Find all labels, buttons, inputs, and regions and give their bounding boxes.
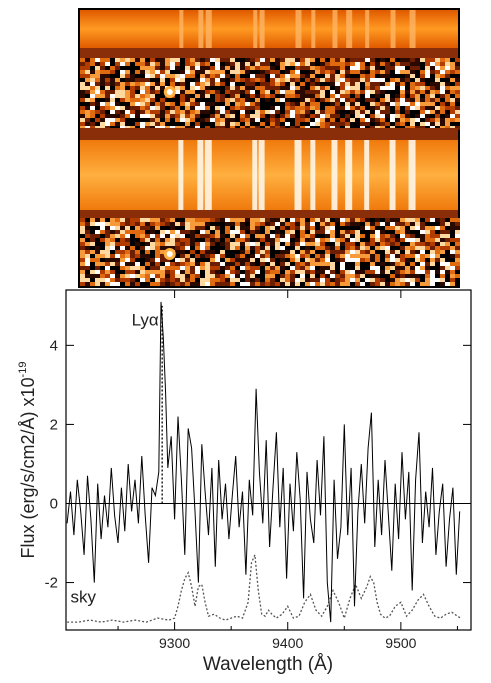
y-axis-label-exponent: -19 (17, 362, 29, 378)
spectra-image-panel (78, 8, 460, 288)
lya-source-core (166, 89, 173, 95)
sky-line-stripe (332, 10, 338, 48)
sky-spectrum-strip-top (80, 10, 458, 48)
sky-line-stripe (345, 140, 353, 210)
sky-line-stripe (295, 10, 302, 48)
sky-line-stripe (252, 140, 258, 210)
y-tick-label: 0 (50, 495, 58, 512)
sky-line-stripe (346, 10, 353, 48)
annotation-label: sky (71, 587, 97, 606)
flux-series-line (66, 301, 461, 623)
y-axis-label: Flux (erg/s/cm2/Å) x10-19 (17, 362, 38, 559)
sky-line-stripe (408, 140, 416, 210)
sky-line-stripe (310, 140, 316, 210)
x-tick-label: 9300 (159, 635, 190, 651)
sky-series-line (67, 554, 462, 623)
sky-line-stripe (178, 140, 184, 210)
x-tick-label: 9400 (272, 635, 303, 651)
spectrum-plot: 9300 9400 9500 -2 0 2 4 Lyα sky (45, 289, 472, 651)
sky-line-stripe (258, 140, 265, 210)
y-axis-label-main: Flux (erg/s/cm2/Å) x10 (18, 377, 38, 558)
y-tick-label: 2 (50, 416, 58, 433)
lya-source-core (166, 251, 173, 257)
sky-line-stripe (253, 10, 258, 48)
sky-line-stripe (364, 140, 370, 210)
plot-frame (65, 289, 472, 631)
sky-line-stripe (311, 10, 316, 48)
y-tick-label: 4 (50, 337, 58, 354)
noisy-strip-upper (80, 58, 460, 130)
sky-line-stripe (390, 10, 396, 48)
sky-spectrum-strip-bright (80, 140, 458, 210)
sky-line-stripe (389, 140, 396, 210)
sky-line-stripe (198, 10, 204, 48)
sky-line-stripe (179, 10, 184, 48)
sky-line-stripe (331, 140, 338, 210)
y-tick-label: -2 (45, 575, 58, 592)
sky-line-stripe (409, 10, 416, 48)
sky-line-stripe (365, 10, 370, 48)
noisy-strip-lower (80, 218, 460, 286)
sky-line-stripe (197, 140, 204, 210)
sky-line-stripe (205, 10, 212, 48)
x-axis-label: Wavelength (Å) (203, 654, 333, 675)
sky-line-stripe (294, 140, 302, 210)
sky-line-stripe (204, 140, 212, 210)
x-tick-label: 9500 (385, 635, 416, 651)
annotation-label: Lyα (132, 311, 159, 330)
sky-line-stripe (259, 10, 265, 48)
